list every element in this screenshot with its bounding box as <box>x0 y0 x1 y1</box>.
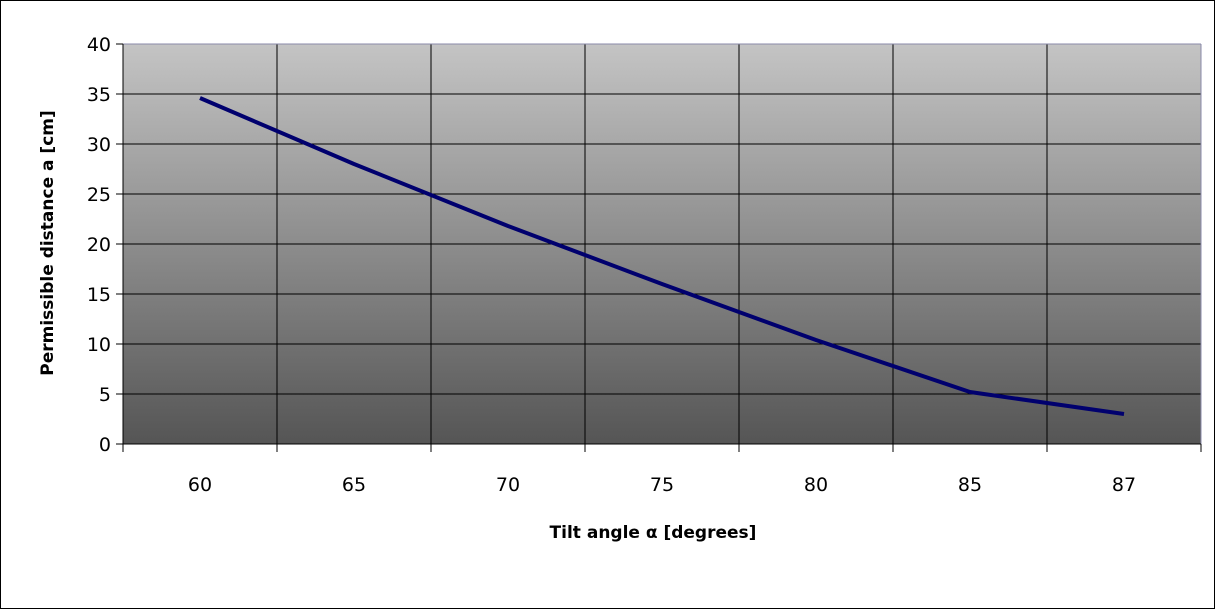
x-tick-label: 85 <box>958 474 982 496</box>
y-tick-label: 10 <box>87 334 111 356</box>
y-tick-label: 0 <box>99 434 111 456</box>
y-tick-label: 40 <box>87 34 111 56</box>
x-tick-label: 80 <box>804 474 828 496</box>
x-tick-label: 60 <box>188 474 212 496</box>
x-tick-label: 75 <box>650 474 674 496</box>
series-layer <box>199 96 1125 416</box>
y-tick-label: 15 <box>87 284 111 306</box>
x-tick-label: 70 <box>496 474 520 496</box>
y-axis-title: Permissible distance a [cm] <box>38 110 58 375</box>
y-tick-label: 5 <box>99 384 111 406</box>
y-tick-label: 20 <box>87 234 111 256</box>
axes <box>116 43 1202 452</box>
x-tick-label: 87 <box>1112 474 1136 496</box>
tick-labels: 0 5 10 15 20 25 30 35 40 60 65 70 75 80 85 87 <box>87 34 1136 496</box>
x-tick-label: 65 <box>342 474 366 496</box>
series-line <box>199 96 1125 416</box>
y-tick-label: 25 <box>87 184 111 206</box>
y-tick-label: 30 <box>87 134 111 156</box>
x-axis-title: Tilt angle α [degrees] <box>550 523 757 543</box>
y-tick-label: 35 <box>87 84 111 106</box>
